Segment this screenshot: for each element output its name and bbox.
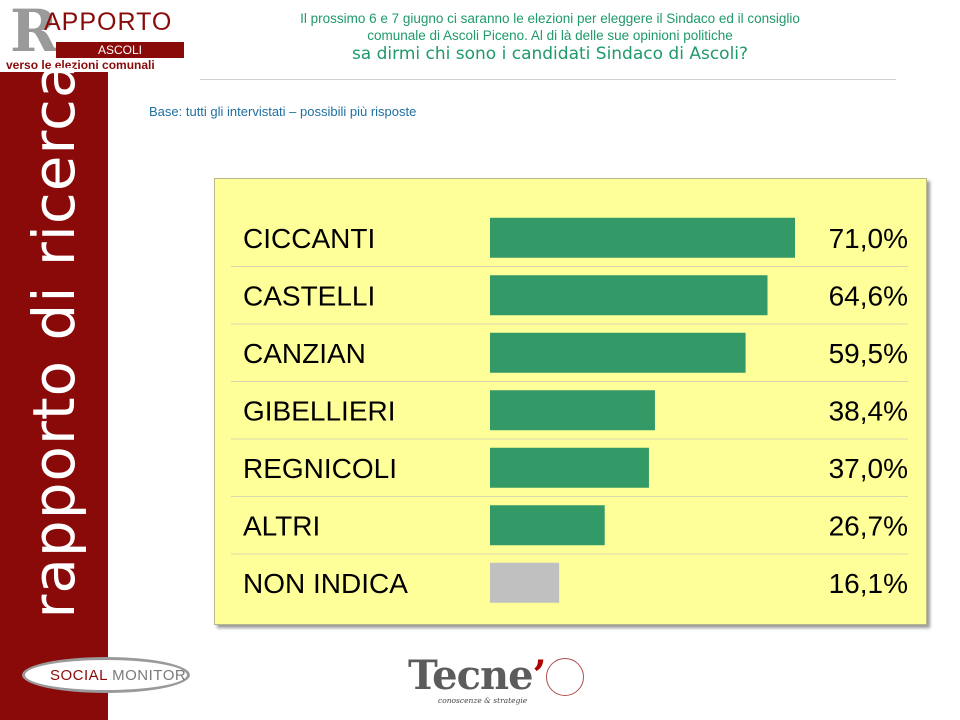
logo-letter: R [10,0,59,65]
category-label: GIBELLIERI [243,395,396,426]
social-monitor-text: SOCIAL MONITOR [50,667,186,684]
logo-tagline: verso le elezioni comunali [6,58,155,72]
social-monitor-logo: SOCIAL MONITOR [22,655,190,695]
bar-chart: CICCANTI 71,0% CASTELLI 64,6% CANZIAN 59,5% GI… [231,217,908,603]
category-label: CICCANTI [243,223,375,254]
bar [490,332,746,373]
rapporto-ascoli-logo: R APPORTO ASCOLI verso le elezioni comun… [6,0,188,72]
bar [490,447,649,488]
value-label: 37,0% [829,453,908,484]
slide-header: Il prossimo 6 e 7 giugno ci saranno le e… [190,10,910,64]
value-label: 38,4% [829,395,908,426]
value-label: 16,1% [829,568,908,599]
chart-panel: CICCANTI 71,0% CASTELLI 64,6% CANZIAN 59,5% GI… [214,178,927,625]
sidebar-band [0,72,108,720]
tecne-logo: Tecne’ conoscenze & strategie [408,656,588,706]
category-label: CANZIAN [243,338,366,369]
category-label: CASTELLI [243,280,375,311]
vitruvian-man-icon [546,658,584,696]
bar [490,275,768,316]
category-label: NON INDICA [243,568,408,599]
category-label: ALTRI [243,510,320,541]
sidebar-vertical-title: rapporto di ricerca [20,61,88,619]
header-line-1: Il prossimo 6 e 7 giugno ci saranno le e… [300,11,800,26]
value-label: 59,5% [829,338,908,369]
logo-word: APPORTO [44,8,173,36]
value-label: 64,6% [829,280,908,311]
tecne-apostrophe: ’ [532,652,547,699]
social-monitor-ring-icon [22,657,190,693]
bar [490,390,655,431]
tecne-word: Tecne [408,652,534,699]
bar [490,505,605,546]
bar [490,562,560,603]
tecne-tagline: conoscenze & strategie [438,696,528,705]
value-label: 71,0% [829,223,908,254]
header-question: sa dirmi chi sono i candidati Sindaco di… [351,44,749,64]
bar [490,217,795,258]
value-label: 26,7% [829,510,908,541]
monitor-word: MONITOR [112,667,187,684]
logo-city: ASCOLI [56,42,184,58]
header-line-2: comunale di Ascoli Piceno. Al di là dell… [367,28,733,43]
header-divider [200,79,896,80]
tecne-wordmark: Tecne’ [408,656,546,696]
social-word: SOCIAL [50,667,108,684]
category-label: REGNICOLI [243,453,397,484]
base-note: Base: tutti gli intervistati – possibili… [149,104,417,119]
